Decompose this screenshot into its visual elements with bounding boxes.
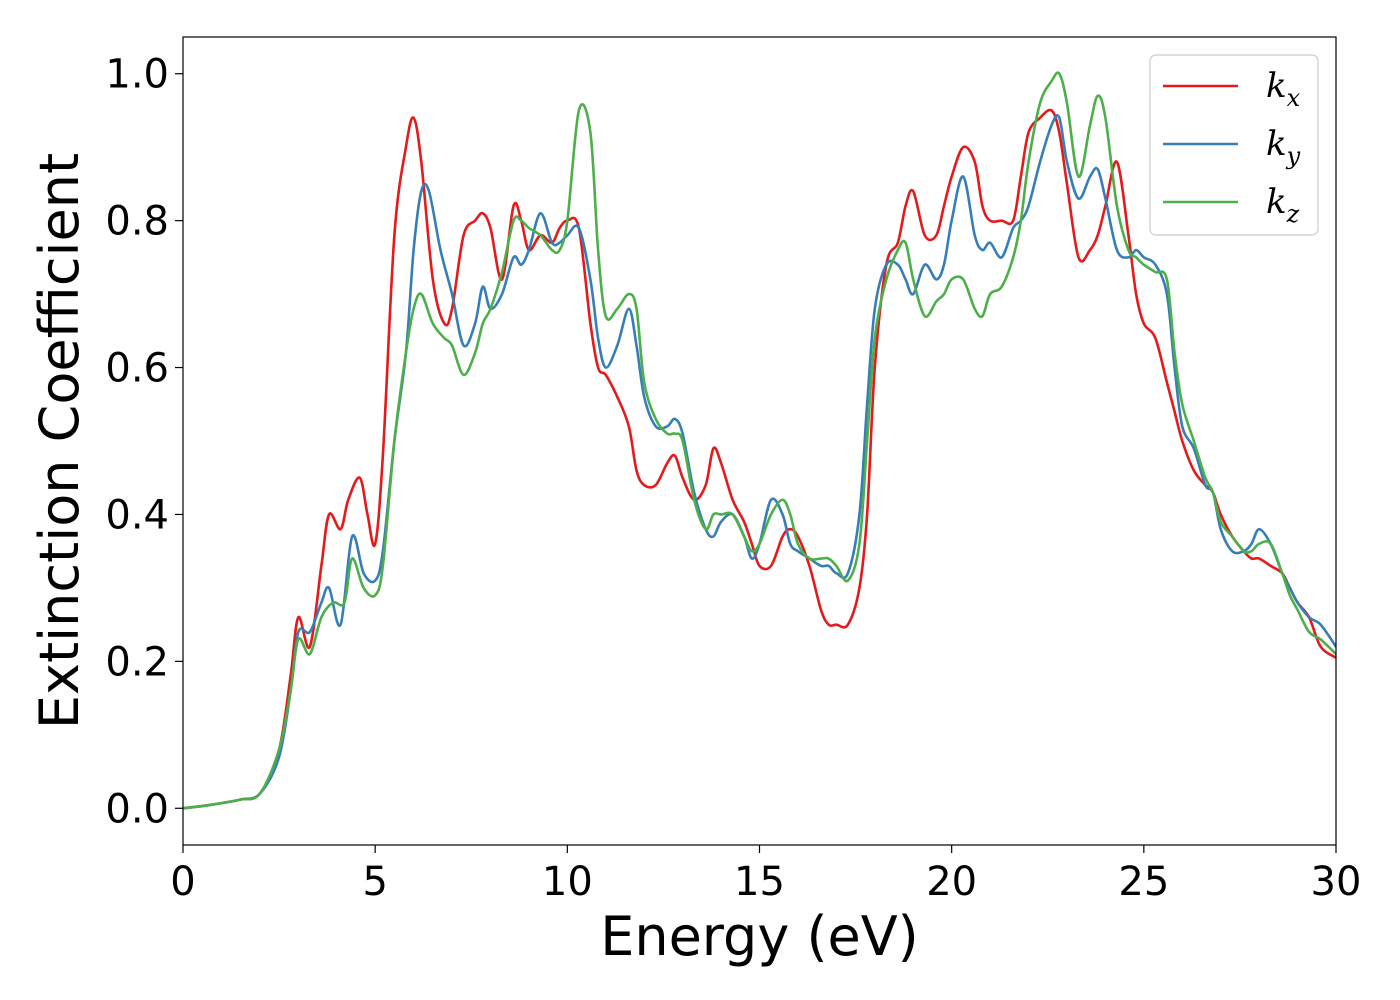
- legend-label-ky: ky: [1266, 124, 1301, 170]
- x-axis-ticks: 0 5 10 15 20 25 30: [170, 845, 1361, 905]
- x-tick-label: 25: [1118, 859, 1169, 905]
- legend-label-subscript: x: [1287, 84, 1301, 112]
- x-tick-label: 20: [926, 859, 977, 905]
- legend-label-base: k: [1266, 66, 1287, 106]
- y-tick-label: 0.2: [105, 639, 169, 685]
- x-tick-label: 15: [734, 859, 785, 905]
- series-layer: [183, 71, 1336, 810]
- x-axis-label: Energy (eV): [600, 905, 919, 968]
- y-axis-label: Extinction Coefficient: [28, 153, 91, 729]
- y-tick-label: 0.0: [105, 786, 169, 832]
- legend-label-kz: kz: [1266, 182, 1300, 228]
- x-tick-label: 10: [542, 859, 593, 905]
- x-tick-label: 30: [1311, 859, 1362, 905]
- legend-label-base: k: [1266, 124, 1287, 164]
- legend-label-kx: kx: [1266, 66, 1301, 112]
- series-line-kx: [183, 108, 1336, 810]
- legend-label-subscript: z: [1286, 200, 1300, 228]
- y-axis-ticks: 0.0 0.2 0.4 0.6 0.8 1.0: [105, 52, 183, 832]
- series-line-kz: [183, 71, 1336, 810]
- y-tick-label: 1.0: [105, 52, 169, 98]
- y-tick-label: 0.4: [105, 492, 169, 538]
- x-tick-label: 5: [362, 859, 387, 905]
- y-tick-label: 0.6: [105, 346, 169, 392]
- legend-label-base: k: [1266, 182, 1287, 222]
- y-tick-label: 0.8: [105, 199, 169, 245]
- series-line-ky: [183, 114, 1336, 810]
- x-tick-label: 0: [170, 859, 195, 905]
- legend-label-subscript: y: [1286, 142, 1301, 170]
